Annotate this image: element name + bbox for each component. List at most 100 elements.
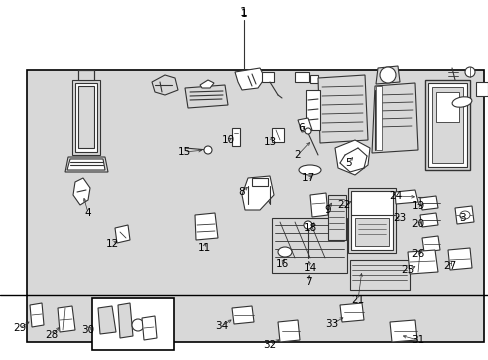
Text: 13: 13 — [263, 137, 276, 147]
Text: 17: 17 — [301, 173, 314, 183]
Polygon shape — [78, 86, 94, 148]
Text: 29: 29 — [13, 323, 26, 333]
Text: 34: 34 — [215, 321, 228, 331]
Polygon shape — [407, 250, 437, 274]
Polygon shape — [115, 225, 130, 243]
Text: 15: 15 — [177, 147, 190, 157]
Text: 14: 14 — [303, 263, 316, 273]
Text: 26: 26 — [410, 249, 424, 259]
Text: 9: 9 — [324, 205, 331, 215]
Polygon shape — [421, 236, 439, 252]
Polygon shape — [375, 66, 399, 84]
Polygon shape — [447, 248, 471, 270]
Polygon shape — [58, 306, 75, 332]
Circle shape — [132, 319, 143, 331]
Polygon shape — [339, 303, 363, 322]
Polygon shape — [75, 83, 97, 152]
Polygon shape — [297, 118, 311, 132]
Bar — [431, 87, 462, 163]
Bar — [427, 83, 466, 167]
Polygon shape — [98, 306, 116, 334]
Polygon shape — [235, 68, 264, 90]
Polygon shape — [454, 206, 473, 224]
Polygon shape — [152, 75, 178, 95]
Text: 21: 21 — [351, 295, 364, 305]
Text: 8: 8 — [238, 187, 245, 197]
Polygon shape — [118, 303, 133, 338]
Text: 28: 28 — [45, 330, 59, 340]
Polygon shape — [142, 316, 157, 340]
Text: 23: 23 — [392, 213, 406, 223]
Bar — [347, 188, 395, 253]
Polygon shape — [184, 85, 227, 108]
Text: 6: 6 — [298, 123, 305, 133]
Polygon shape — [334, 140, 369, 175]
Polygon shape — [317, 75, 367, 143]
Text: 1: 1 — [240, 5, 247, 18]
Bar — [294, 72, 308, 82]
Polygon shape — [231, 306, 253, 324]
Bar — [309, 75, 317, 83]
Text: 12: 12 — [105, 239, 119, 249]
Polygon shape — [72, 80, 100, 155]
Bar — [251, 178, 267, 186]
Bar — [27, 70, 483, 342]
Polygon shape — [65, 157, 108, 172]
Bar — [231, 128, 240, 146]
Text: 22: 22 — [337, 200, 350, 210]
Bar — [435, 92, 458, 122]
Circle shape — [379, 67, 395, 83]
Bar — [349, 260, 409, 290]
Circle shape — [305, 128, 310, 134]
Text: 33: 33 — [325, 319, 338, 329]
Ellipse shape — [298, 165, 320, 175]
Text: 18: 18 — [303, 223, 316, 233]
Text: 7: 7 — [304, 277, 311, 287]
Bar — [271, 218, 346, 273]
Circle shape — [304, 221, 311, 229]
Text: 16: 16 — [275, 259, 288, 269]
Text: 25: 25 — [401, 265, 414, 275]
Text: 3: 3 — [458, 213, 465, 223]
Bar — [327, 195, 346, 240]
Bar — [475, 82, 487, 96]
Bar — [350, 191, 392, 250]
Polygon shape — [419, 196, 437, 210]
Text: 31: 31 — [410, 335, 424, 345]
Text: 1: 1 — [240, 9, 247, 19]
Bar — [305, 90, 319, 130]
Text: 5: 5 — [344, 158, 350, 168]
Polygon shape — [30, 303, 44, 327]
Bar — [271, 128, 284, 142]
Text: 20: 20 — [410, 219, 424, 229]
Polygon shape — [419, 213, 437, 227]
Bar — [375, 86, 381, 150]
Polygon shape — [200, 80, 214, 88]
Text: 30: 30 — [81, 325, 94, 335]
Polygon shape — [67, 159, 105, 170]
Ellipse shape — [451, 97, 471, 107]
Text: 19: 19 — [410, 201, 424, 211]
Bar — [262, 72, 273, 82]
Text: 11: 11 — [197, 243, 210, 253]
Polygon shape — [73, 178, 90, 205]
Text: 27: 27 — [443, 261, 456, 271]
Polygon shape — [371, 83, 417, 153]
Polygon shape — [394, 190, 417, 204]
Bar — [424, 80, 469, 170]
Polygon shape — [242, 176, 273, 210]
Polygon shape — [389, 320, 416, 342]
Ellipse shape — [459, 211, 469, 219]
Text: 10: 10 — [221, 135, 234, 145]
Polygon shape — [309, 193, 327, 217]
Polygon shape — [195, 213, 218, 240]
Text: 2: 2 — [294, 150, 301, 160]
Polygon shape — [278, 320, 299, 342]
Ellipse shape — [278, 247, 291, 257]
Text: 24: 24 — [388, 191, 402, 201]
Circle shape — [203, 146, 212, 154]
Circle shape — [464, 67, 474, 77]
Text: 32: 32 — [263, 340, 276, 350]
Text: 4: 4 — [84, 208, 91, 218]
Bar — [92, 298, 174, 350]
